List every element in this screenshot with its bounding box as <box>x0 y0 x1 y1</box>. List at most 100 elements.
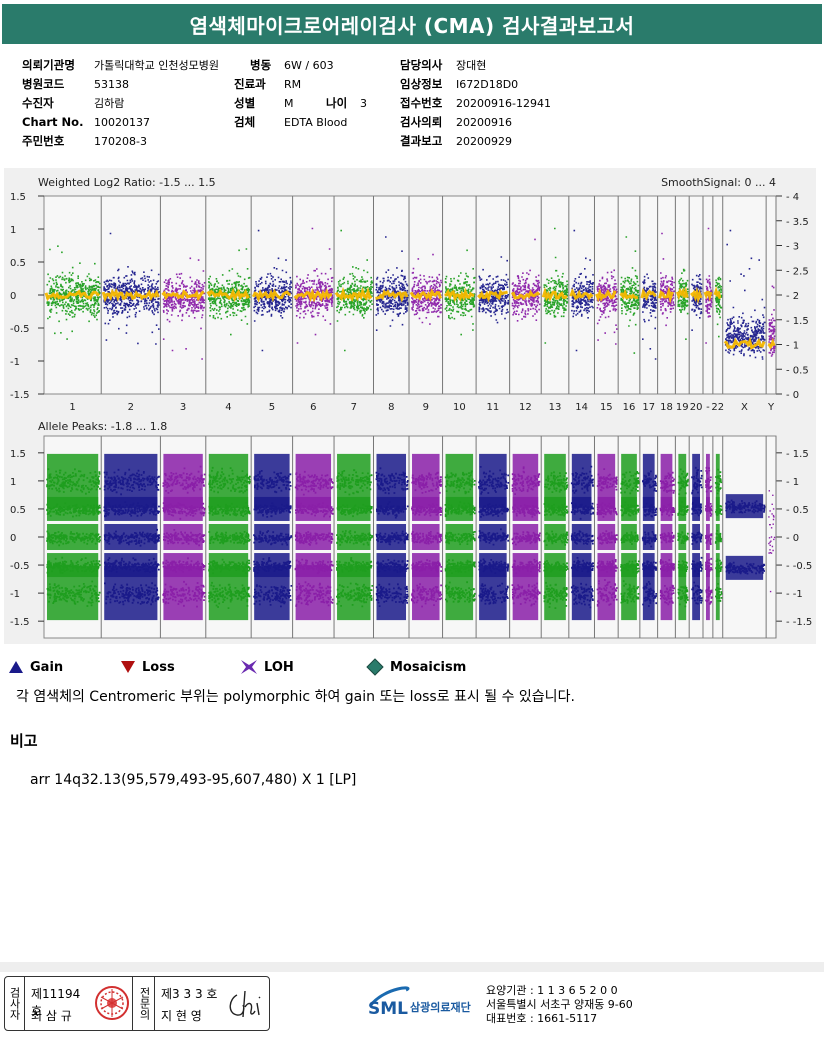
smooth-signal-line <box>251 288 291 303</box>
sex-label: 성별 <box>234 96 256 110</box>
sml-logo-icon: SML 삼광의료재단 <box>368 986 471 1019</box>
request-label: 검사의뢰 <box>400 115 443 129</box>
top-y-tick-label: 0.5 <box>10 258 26 269</box>
log2-ratio-points <box>411 253 443 325</box>
age-label: 나이 <box>326 96 348 110</box>
chromosome-label-separator: - <box>706 402 710 413</box>
allele-peak-points <box>411 531 442 545</box>
top-chart-right-title: SmoothSignal: 0 ... 4 <box>661 176 776 189</box>
age-value: 3 <box>360 97 367 110</box>
chromosome-label: 17 <box>642 402 655 413</box>
organization-info: 요양기관 : 1 1 3 6 5 2 0 0 서울특별시 서초구 양재동 9-6… <box>486 984 633 1026</box>
chromosome-label: 2 <box>128 402 134 413</box>
allele-peak-points <box>336 530 374 546</box>
dept-value: RM <box>284 78 302 91</box>
smooth-signal-line <box>510 289 541 301</box>
bottom-y-tick-label: 1.5 <box>10 449 26 460</box>
patient-info: 의뢰기관명 가톨릭대학교 인천성모병원 병동 6W / 603 담당의사 장대현 병원… <box>0 56 824 156</box>
chromosome-label: 4 <box>225 402 231 413</box>
smooth-signal-line <box>444 287 475 302</box>
log2-ratio-points <box>543 227 569 344</box>
sml-org-name: 삼광의료재단 <box>410 1000 471 1014</box>
centromere-note: 각 염색체의 Centromeric 부위는 polymorphic 하여 ga… <box>16 689 575 705</box>
allele-peak-points <box>444 501 476 518</box>
allele-peak-points <box>511 531 541 546</box>
allele-peak-points <box>620 471 640 495</box>
allele-peak-points <box>642 502 658 518</box>
mosaicism-icon <box>366 658 384 676</box>
legend-mosaicism-label: Mosaicism <box>390 659 467 675</box>
legend-loss: Loss <box>120 656 175 678</box>
smooth-signal-line <box>767 337 776 350</box>
log2-ratio-points <box>103 232 160 345</box>
allele-peak-band <box>163 566 203 621</box>
seal-stamp-icon <box>95 986 129 1020</box>
top-right-tick-label: - 3 <box>786 242 799 253</box>
smooth-signal-line <box>690 286 703 305</box>
smooth-signal-line <box>375 289 409 303</box>
chromosome-label: 3 <box>180 402 186 413</box>
allele-peak-points <box>336 582 374 608</box>
examiner-seal <box>91 977 133 1030</box>
allele-peak-points <box>375 530 409 546</box>
cma-chart: Weighted Log2 Ratio: -1.5 ... 1.5 SmoothS… <box>10 176 812 639</box>
allele-peak-points <box>596 579 618 607</box>
smooth-signal-line <box>675 286 689 301</box>
chromosome-label: 22 <box>711 402 724 413</box>
allele-peak-points <box>103 468 160 496</box>
allele-peak-points <box>570 582 594 609</box>
specialist-label: 전문의 <box>135 977 155 1030</box>
remarks-text: arr 14q32.13(95,579,493-95,607,480) X 1 … <box>30 772 357 788</box>
allele-peak-points <box>208 501 251 517</box>
allele-peak-band <box>715 453 720 508</box>
log2-ratio-points <box>659 232 675 327</box>
examiner-name: 최 삼 규 <box>31 1009 72 1023</box>
doctor-label: 담당의사 <box>400 58 443 72</box>
remarks-title: 비고 <box>10 732 38 750</box>
institution-value: 가톨릭대학교 인천성모병원 <box>94 59 219 72</box>
allele-peak-band <box>660 566 673 621</box>
signature-box: 검사자 제11194호 최 삼 규 전문의 제3 3 3 호 지 현 영 <box>4 976 270 1031</box>
allele-peak-points <box>705 586 713 605</box>
top-right-tick-label: - 0 <box>786 390 799 401</box>
allele-peak-points <box>478 466 510 495</box>
top-y-tick-label: 0 <box>10 291 16 302</box>
chromosome-label: 5 <box>269 402 275 413</box>
examiner-block: 제11194호 최 삼 규 <box>27 977 89 1030</box>
allele-peak-points <box>596 502 618 518</box>
allele-peak-points <box>295 581 334 607</box>
allele-peak-points <box>511 466 541 495</box>
chromosome-label: 11 <box>487 402 500 413</box>
chromosome-label: 15 <box>600 402 613 413</box>
allele-peak-points <box>543 530 569 546</box>
allele-peak-points <box>570 502 595 520</box>
smooth-signal-line <box>409 288 443 302</box>
result-label: 결과보고 <box>400 134 443 148</box>
legend-mosaicism: Mosaicism <box>366 656 466 678</box>
specialist-signature <box>223 977 269 1030</box>
allele-peak-points <box>46 580 101 607</box>
smooth-signal-line <box>658 286 674 304</box>
allele-peak-points <box>46 468 101 495</box>
org-code: 요양기관 : 1 1 3 6 5 2 0 0 <box>486 984 618 997</box>
clinical-value: I672D18D0 <box>456 78 519 91</box>
allele-peak-band <box>705 496 710 521</box>
allele-peak-band <box>597 566 616 621</box>
smooth-signal-line <box>44 289 101 302</box>
chart-no-value: 10020137 <box>94 116 150 129</box>
receipt-label: 접수번호 <box>400 96 443 110</box>
top-right-tick-label: - 2.5 <box>786 266 809 277</box>
org-address: 서울특별시 서초구 양재동 9-60 <box>486 998 633 1011</box>
chromosome-label: Y <box>767 402 775 413</box>
top-chart-title: Weighted Log2 Ratio: -1.5 ... 1.5 <box>38 176 216 189</box>
allele-peak-points <box>253 502 292 518</box>
bottom-right-tick-label: - -1.5 <box>786 617 812 628</box>
allele-peak-points <box>725 561 766 575</box>
log2-ratio-points <box>768 285 776 357</box>
allele-peak-points <box>705 501 713 517</box>
log2-ratio-points <box>444 249 476 336</box>
bottom-y-tick-label: 0.5 <box>10 505 26 516</box>
allele-peak-points <box>677 531 689 544</box>
bottom-y-tick-label: 1 <box>10 477 16 488</box>
specialist-block: 제3 3 3 호 지 현 영 <box>157 977 221 1030</box>
